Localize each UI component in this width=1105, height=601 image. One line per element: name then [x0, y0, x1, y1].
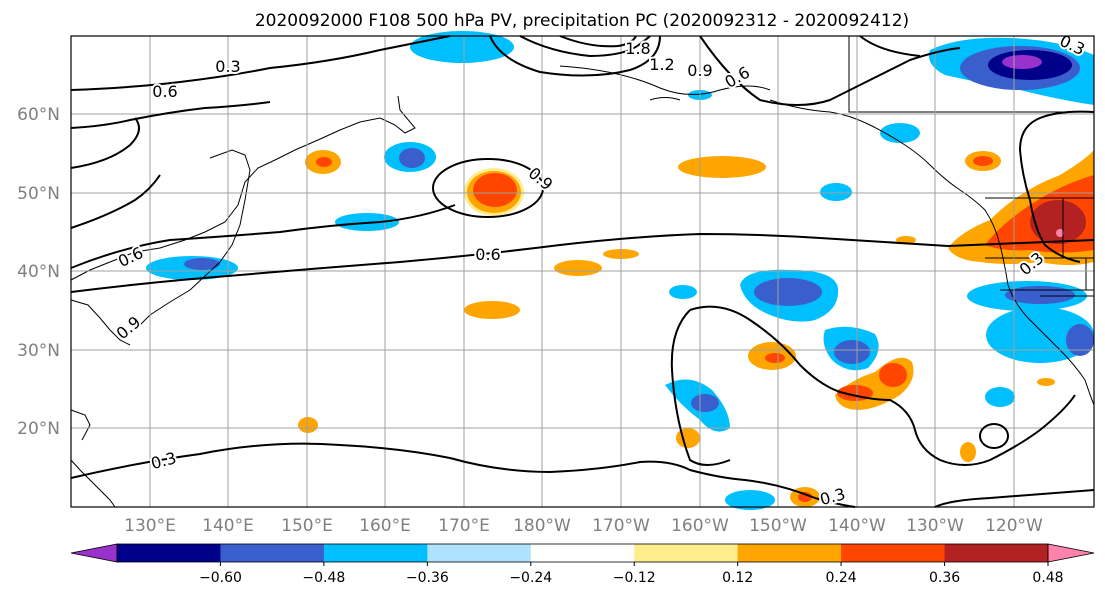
gridlines — [71, 36, 1094, 507]
colorbar-cell — [530, 544, 635, 562]
lon-label: 130°W — [906, 516, 964, 536]
colorbar-extend-low — [70, 543, 118, 563]
lon-label: 140°E — [202, 516, 254, 536]
lon-label: 130°E — [124, 516, 176, 536]
lon-label: 150°E — [281, 516, 333, 536]
colorbar-tick-label: −0.48 — [302, 570, 345, 586]
longitude-labels: 130°E 140°E 150°E 160°E 170°E 180°W 170°… — [124, 516, 1043, 536]
colorbar-tick-label: 0.36 — [929, 570, 960, 586]
colorbar-tick-label: −0.12 — [613, 570, 656, 586]
colorbar-tick-label: −0.36 — [406, 570, 449, 586]
colorbar-tick-label: 0.12 — [722, 570, 753, 586]
contour-label: 0.6 — [475, 245, 500, 264]
colorbar-cell — [220, 544, 325, 562]
lon-label: 170°E — [438, 516, 490, 536]
colorbar-cell — [841, 544, 946, 562]
colorbar-ticks: −0.60 −0.48 −0.36 −0.24 −0.12 0.12 0.24 0.36 0.4… — [199, 562, 1064, 586]
contour-label: 1.8 — [625, 39, 650, 58]
colorbar-outline — [116, 543, 1049, 563]
colorbar-extend-high — [1047, 543, 1095, 563]
colorbar-tick-label: 0.48 — [1032, 570, 1063, 586]
colorbar-cells — [70, 543, 1095, 563]
pv-contours — [70, 35, 1095, 508]
figure-title: 2020092000 F108 500 hPa PV, precipitatio… — [255, 11, 909, 31]
lon-label: 160°W — [671, 516, 729, 536]
colorbar-cell — [634, 544, 739, 562]
lon-label: 170°W — [592, 516, 650, 536]
lat-label-20n: 20°N — [17, 419, 60, 439]
contour-label: 0.6 — [152, 82, 177, 101]
contour-label: 1.2 — [649, 55, 674, 74]
lon-label: 140°W — [828, 516, 886, 536]
colorbar-cell — [427, 544, 532, 562]
colorbar-tick-label: 0.24 — [826, 570, 857, 586]
colorbar-tick-label: −0.60 — [199, 570, 242, 586]
colorbar-cell — [737, 544, 842, 562]
lat-label-50n: 50°N — [17, 184, 60, 204]
lon-label: 160°E — [359, 516, 411, 536]
colorbar-cell — [117, 544, 221, 562]
map-frame — [70, 35, 1095, 508]
colorbar: −0.60 −0.48 −0.36 −0.24 −0.12 0.12 0.24 0.36 0.4… — [70, 543, 1095, 586]
lat-label-40n: 40°N — [17, 262, 60, 282]
lon-label: 150°W — [749, 516, 807, 536]
contour-label: 0.3 — [215, 57, 240, 76]
lon-label: 120°W — [985, 516, 1043, 536]
lat-label-30n: 30°N — [17, 341, 60, 361]
precipitation-shading — [146, 31, 1094, 510]
colorbar-cell — [944, 544, 1049, 562]
colorbar-tick-label: −0.24 — [509, 570, 552, 586]
colorbar-cell — [323, 544, 428, 562]
latitude-labels: 60°N 50°N 40°N 30°N 20°N — [17, 105, 60, 439]
lon-label: 180°W — [513, 516, 571, 536]
lat-label-60n: 60°N — [17, 105, 60, 125]
contour-label: 0.9 — [687, 61, 712, 80]
